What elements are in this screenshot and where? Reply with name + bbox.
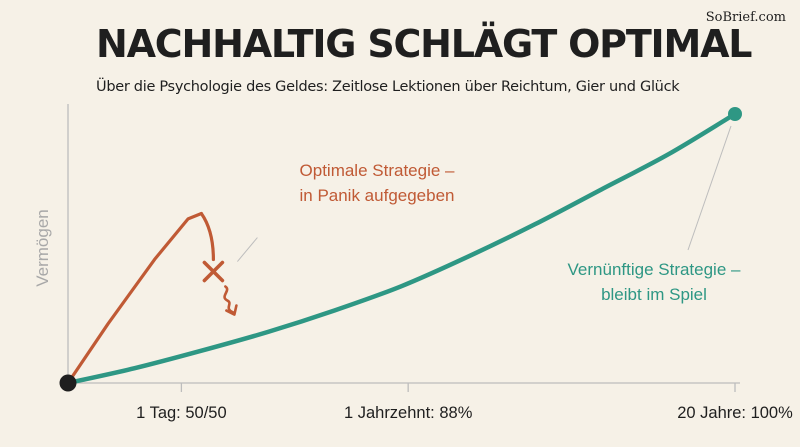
page-title: NACHHALTIG SCHLÄGT OPTIMAL [96,22,753,66]
sustainable-series: Vernünftige Strategie – bleibt im Spiel [65,107,742,386]
x-tick-label-1: 1 Jahrzehnt: 88% [344,404,473,422]
optimal-series-label-line-1: in Panik aufgegeben [299,186,454,205]
y-axis-label: Vermögen [33,209,52,287]
x-ticks: 1 Tag: 50/50 1 Jahrzehnt: 88% 20 Jahre: 10… [136,383,793,422]
sustainable-series-label-line-0: Vernünftige Strategie – [568,260,742,279]
sustainable-series-line [65,111,738,386]
sustainable-series-label-line-1: bleibt im Spiel [601,285,707,304]
squiggle-arrow-icon [223,285,238,316]
optimal-series-line [66,211,203,385]
optimal-series-label: Optimale Strategie – in Panik aufgegeben [299,161,455,205]
page-subtitle: Über die Psychologie des Geldes: Zeitlos… [96,79,680,95]
x-tick-label-2: 20 Jahre: 100% [677,404,793,422]
origin-point [59,374,77,392]
optimal-crash-drop [199,211,215,262]
sustainable-end-point [728,107,742,121]
optimal-series-label-line-0: Optimale Strategie – [300,161,456,180]
x-tick-label-0: 1 Tag: 50/50 [136,404,227,422]
x-mark-icon [202,260,225,283]
optimal-series: Optimale Strategie – in Panik aufgegeben [66,161,455,385]
sustainable-leader-line [687,125,732,251]
brand-logo-text[interactable]: SoBrief.com [705,10,786,25]
sustainable-series-label: Vernünftige Strategie – bleibt im Spiel [568,260,742,304]
optimal-leader-line [237,237,258,262]
